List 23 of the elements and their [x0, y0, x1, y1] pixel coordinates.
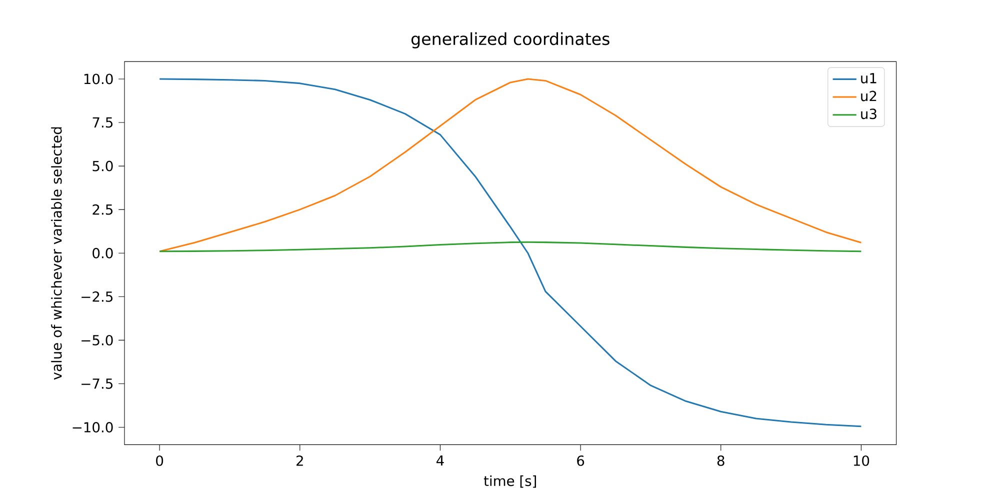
y-tick-label: 2.5	[92, 204, 112, 215]
y-tick-label: 5.0	[92, 160, 113, 172]
y-tick-label: 7.5	[92, 117, 112, 128]
chart-title: generalized coordinates	[411, 32, 610, 48]
legend-label: u2	[861, 90, 876, 102]
y-tick-label: −7.5	[82, 378, 112, 389]
y-tick-label: 10.0	[84, 74, 113, 84]
x-tick-label: 0	[156, 455, 164, 466]
y-axis-title: value of whichever variable selected	[51, 127, 62, 380]
line-series	[158, 78, 862, 428]
y-tick-label: −10.0	[72, 422, 113, 432]
x-tick-label: 4	[436, 455, 444, 466]
legend-label: u1	[861, 73, 876, 84]
x-tick-label: 10	[854, 455, 870, 466]
x-tick-label: 6	[577, 455, 584, 466]
x-axis-title: time [s]	[484, 475, 536, 488]
y-tick-label: 0.0	[92, 248, 113, 258]
y-tick-label: −2.5	[82, 291, 112, 302]
y-tick-label: −5.0	[82, 334, 113, 346]
legend-label: u3	[861, 108, 876, 120]
x-tick-label: 2	[296, 455, 303, 466]
line-series	[158, 241, 862, 252]
x-tick-label: 8	[717, 455, 724, 466]
